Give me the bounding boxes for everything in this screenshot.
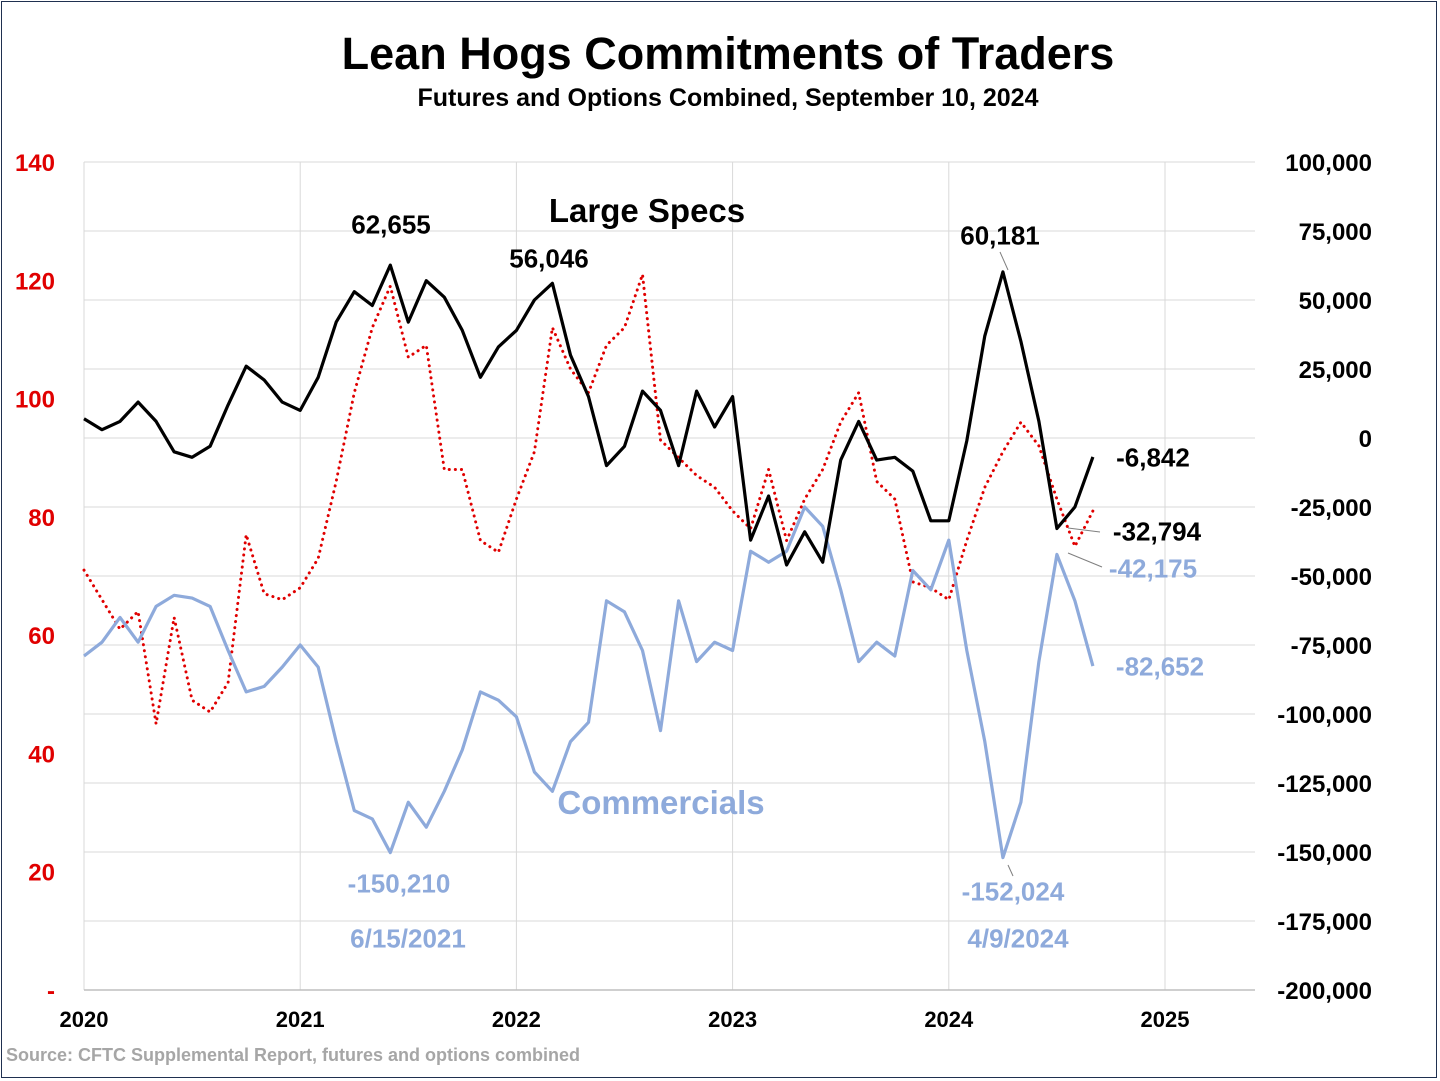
annotation-low-2021-date: 6/15/2021 (350, 923, 466, 954)
left-axis-tick-label: 120 (15, 268, 55, 295)
right-axis-tick-label: 100,000 (1285, 150, 1372, 177)
left-axis-tick-label: - (47, 978, 55, 1005)
left-axis-tick-label: 20 (28, 860, 55, 887)
left-axis-tick-label: 40 (28, 741, 55, 768)
series-line-large-specs (83, 263, 1095, 567)
left-axis-tick-label: 100 (15, 387, 55, 414)
left-axis-tick-label: 140 (15, 150, 55, 177)
left-axis-tick-label: 80 (28, 505, 55, 532)
x-axis-tick-label: 2025 (1141, 1007, 1190, 1032)
right-axis-tick-label: 0 (1359, 426, 1372, 453)
annotation-commercials-high: -42,175 (1108, 553, 1198, 584)
annotation-large-specs-low: -32,794 (1112, 516, 1202, 547)
x-axis-tick-label: 2024 (924, 1007, 974, 1032)
annotation-peak-2024: 60,181 (960, 220, 1040, 251)
left-axis-tick-label: 60 (28, 623, 55, 650)
right-axis-tick-label: -75,000 (1291, 633, 1372, 660)
right-axis-tick-label: 50,000 (1299, 288, 1372, 315)
annotation-large-specs-latest: -6,842 (1116, 442, 1190, 473)
annotation-leader-line (1067, 527, 1101, 533)
right-axis-tick-label: -125,000 (1277, 771, 1372, 798)
right-axis-tick-label: 75,000 (1299, 219, 1372, 246)
series-line-commercials (83, 505, 1095, 860)
series-line-dotted (82, 272, 1095, 726)
annotation-leader-line (1067, 552, 1103, 568)
annotation-peak-2021: 62,655 (351, 209, 431, 240)
x-axis-tick-label: 2021 (276, 1007, 325, 1032)
source-note: Source: CFTC Supplemental Report, future… (6, 1045, 581, 1065)
annotation-low-2021: -150,210 (347, 868, 451, 899)
annotation-peak-2022: 56,046 (509, 243, 589, 274)
right-axis-tick-label: -50,000 (1291, 564, 1372, 591)
right-axis-tick-label: -25,000 (1291, 495, 1372, 522)
x-axis-tick-label: 2022 (492, 1007, 541, 1032)
annotation-leader-line (1007, 864, 1014, 877)
right-axis-tick-label: -200,000 (1277, 978, 1372, 1005)
right-axis-tick-label: -175,000 (1277, 909, 1372, 936)
label-commercials: Commercials (557, 784, 765, 821)
right-axis-tick-label: -150,000 (1277, 840, 1372, 867)
x-axis-tick-label: 2020 (60, 1007, 109, 1032)
label-large-specs: Large Specs (548, 192, 746, 229)
x-axis-tick-label: 2023 (708, 1007, 757, 1032)
annotation-leader-line (999, 251, 1009, 271)
annotation-low-2024-date: 4/9/2024 (967, 923, 1069, 954)
right-axis-tick-label: -100,000 (1277, 702, 1372, 729)
annotation-commercials-latest: -82,652 (1115, 651, 1205, 682)
chart-title: Lean Hogs Commitments of Traders (341, 28, 1115, 79)
annotation-low-2024: -152,024 (961, 876, 1065, 907)
right-axis-tick-label: 25,000 (1299, 357, 1372, 384)
chart-subtitle: Futures and Options Combined, September … (417, 84, 1039, 112)
